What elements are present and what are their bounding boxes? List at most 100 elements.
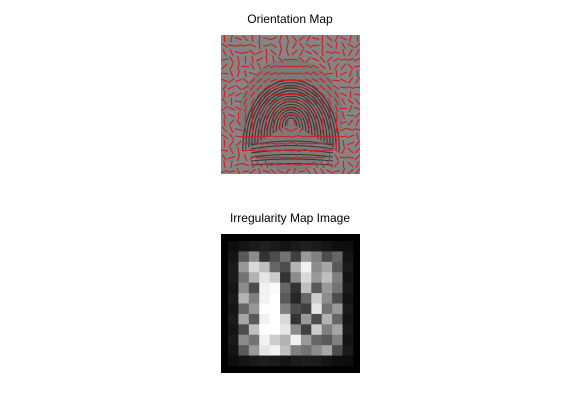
irregularity-cell — [311, 324, 323, 336]
irregularity-cell — [321, 293, 333, 304]
irregularity-cell — [259, 261, 270, 273]
irregularity-cell — [311, 334, 323, 346]
irregularity-cell — [332, 345, 343, 356]
irregularity-cell — [228, 313, 239, 325]
irregularity-cell — [321, 345, 333, 356]
irregularity-cell — [248, 261, 260, 273]
irregularity-cell — [311, 241, 323, 252]
irregularity-cell — [290, 293, 302, 304]
irregularity-cell — [290, 282, 302, 294]
irregularity-map-image — [221, 234, 360, 373]
irregularity-cell — [290, 324, 302, 336]
irregularity-map-title: Irregularity Map Image — [229, 211, 351, 225]
irregularity-cell — [300, 293, 312, 304]
irregularity-cell — [248, 324, 260, 336]
irregularity-cell — [290, 303, 302, 315]
irregularity-cell — [238, 261, 250, 273]
irregularity-cell — [332, 355, 343, 367]
irregularity-cell — [280, 355, 291, 367]
irregularity-cell — [290, 251, 302, 263]
irregularity-cell — [280, 282, 291, 294]
irregularity-cell — [248, 251, 260, 263]
irregularity-cell — [259, 334, 270, 346]
irregularity-cell — [332, 272, 343, 283]
irregularity-cell — [332, 241, 343, 252]
irregularity-cell — [290, 241, 302, 252]
irregularity-cell — [332, 251, 343, 263]
irregularity-cell — [269, 355, 281, 367]
irregularity-cell — [259, 355, 270, 367]
irregularity-cell — [248, 272, 260, 283]
irregularity-cell — [259, 272, 270, 283]
irregularity-cell — [280, 293, 291, 304]
irregularity-cell — [342, 334, 354, 346]
irregularity-cell — [311, 272, 323, 283]
irregularity-cell — [311, 313, 323, 325]
irregularity-cell — [321, 313, 333, 325]
irregularity-cell — [269, 313, 281, 325]
irregularity-cell — [342, 272, 354, 283]
irregularity-cell — [228, 272, 239, 283]
irregularity-cell — [280, 313, 291, 325]
irregularity-cell — [238, 251, 250, 263]
irregularity-cell — [280, 324, 291, 336]
irregularity-cell — [238, 293, 250, 304]
irregularity-cell — [259, 251, 270, 263]
irregularity-cell — [342, 293, 354, 304]
irregularity-cell — [321, 251, 333, 263]
orientation-map-canvas — [221, 35, 360, 174]
irregularity-cell — [332, 293, 343, 304]
irregularity-cell — [300, 272, 312, 283]
irregularity-cell — [228, 261, 239, 273]
irregularity-cell — [228, 241, 239, 252]
irregularity-cell — [248, 241, 260, 252]
irregularity-cell — [269, 303, 281, 315]
irregularity-cell — [280, 261, 291, 273]
irregularity-cells — [228, 241, 354, 367]
irregularity-cell — [269, 261, 281, 273]
irregularity-cell — [300, 324, 312, 336]
irregularity-cell — [300, 241, 312, 252]
irregularity-cell — [228, 334, 239, 346]
irregularity-map-canvas — [221, 234, 360, 373]
irregularity-cell — [259, 324, 270, 336]
irregularity-cell — [259, 241, 270, 252]
irregularity-cell — [269, 241, 281, 252]
irregularity-cell — [290, 313, 302, 325]
irregularity-cell — [300, 334, 312, 346]
irregularity-cell — [259, 293, 270, 304]
irregularity-cell — [342, 313, 354, 325]
irregularity-cell — [300, 313, 312, 325]
irregularity-cell — [321, 334, 333, 346]
irregularity-cell — [311, 261, 323, 273]
orientation-map-title: Orientation Map — [247, 12, 333, 26]
irregularity-cell — [311, 303, 323, 315]
irregularity-cell — [248, 334, 260, 346]
irregularity-cell — [332, 334, 343, 346]
irregularity-cell — [321, 272, 333, 283]
irregularity-cell — [228, 303, 239, 315]
irregularity-cell — [248, 303, 260, 315]
irregularity-cell — [248, 355, 260, 367]
irregularity-cell — [321, 261, 333, 273]
irregularity-cell — [228, 282, 239, 294]
irregularity-cell — [248, 345, 260, 356]
irregularity-cell — [259, 313, 270, 325]
irregularity-cell — [332, 324, 343, 336]
irregularity-cell — [238, 345, 250, 356]
orientation-map-image — [221, 35, 360, 174]
irregularity-cell — [238, 241, 250, 252]
irregularity-cell — [290, 272, 302, 283]
irregularity-cell — [321, 355, 333, 367]
irregularity-cell — [238, 324, 250, 336]
irregularity-cell — [300, 345, 312, 356]
irregularity-cell — [228, 345, 239, 356]
irregularity-cell — [311, 282, 323, 294]
irregularity-cell — [311, 345, 323, 356]
irregularity-cell — [342, 303, 354, 315]
irregularity-cell — [342, 251, 354, 263]
irregularity-cell — [342, 282, 354, 294]
irregularity-cell — [248, 293, 260, 304]
irregularity-cell — [269, 334, 281, 346]
irregularity-cell — [259, 282, 270, 294]
